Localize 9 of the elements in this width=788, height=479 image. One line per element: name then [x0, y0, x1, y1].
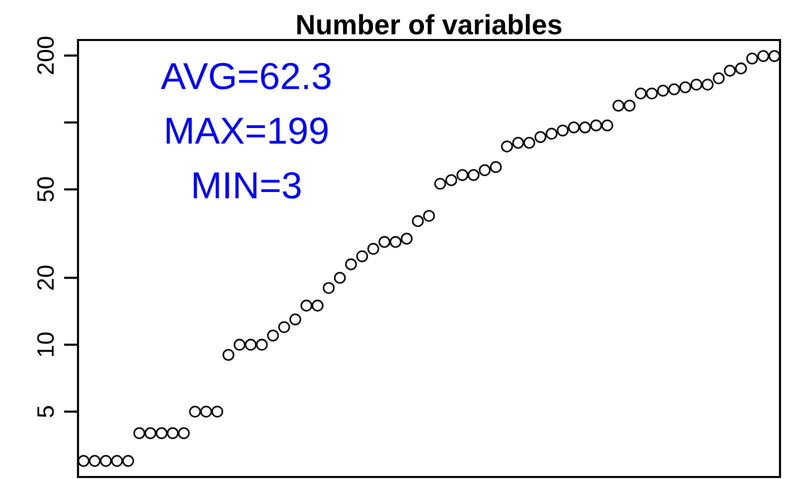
y-tick-label: 50 — [37, 177, 54, 202]
annotation: AVG=62.3 — [160, 62, 330, 90]
annotation: MIN=3 — [194, 172, 301, 199]
y-tick-label: 20 — [37, 266, 54, 290]
y-tick-label: 5 — [37, 406, 54, 418]
annotation: MAX=199 — [166, 117, 328, 144]
chart-title: Number of variables — [297, 14, 562, 35]
y-tick-label: 10 — [37, 332, 54, 356]
y-tick-label: 200 — [37, 36, 54, 74]
